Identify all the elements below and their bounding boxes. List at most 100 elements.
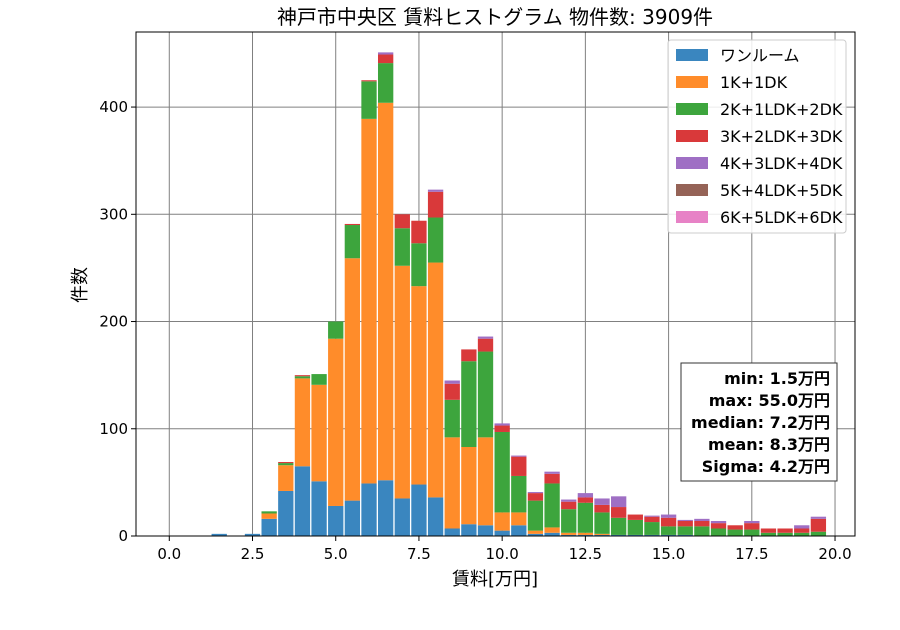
- bar-segment: [461, 524, 477, 536]
- stats-line: min: 1.5万円: [724, 369, 830, 388]
- bar-segment: [744, 523, 760, 530]
- bar-segment: [577, 502, 594, 533]
- bar-segment: [611, 517, 627, 535]
- bar-segment: [577, 534, 594, 536]
- bar-segment: [444, 380, 460, 384]
- bar-segment: [644, 522, 660, 535]
- bar-segment: [411, 484, 427, 536]
- x-tick-label: 0.0: [157, 545, 181, 563]
- x-tick-label: 12.5: [569, 545, 602, 563]
- bar-segment: [677, 534, 693, 536]
- bar-segment: [344, 225, 361, 259]
- bar-segment: [294, 376, 311, 379]
- bar-segment: [594, 504, 610, 513]
- bar-segment: [677, 519, 693, 521]
- bar-segment: [344, 223, 361, 226]
- bar-segment: [561, 501, 577, 510]
- legend-swatch: [676, 49, 708, 61]
- chart-title: 神戸市中央区 賃料ヒストグラム 物件数: 3909件: [277, 5, 713, 29]
- bar-segment: [710, 523, 727, 529]
- bar-segment: [511, 456, 527, 476]
- bar-segment: [577, 493, 594, 498]
- stats-box-frame: [680, 362, 838, 482]
- bar-segment: [677, 526, 693, 535]
- bar-segment: [694, 520, 710, 527]
- bar-segment: [278, 490, 294, 536]
- bar-segment: [794, 528, 810, 533]
- bar-segment: [494, 431, 510, 513]
- bar-segment: [511, 475, 527, 513]
- stats-line: mean: 8.3万円: [708, 435, 830, 454]
- bar-segment: [427, 191, 444, 218]
- bar-segment: [377, 54, 394, 64]
- bar-segment: [411, 286, 427, 485]
- bar-segment: [794, 532, 810, 536]
- bar-segment: [361, 80, 377, 82]
- bar-segment: [494, 423, 510, 426]
- bar-segment: [527, 493, 544, 501]
- bar-segment: [477, 351, 494, 438]
- bar-segment: [444, 383, 460, 400]
- bar-segment: [777, 528, 793, 533]
- bar-segment: [477, 437, 494, 526]
- bar-segment: [511, 512, 527, 526]
- bar-segment: [511, 525, 527, 536]
- bar-segment: [294, 466, 311, 536]
- x-tick-label: 17.5: [735, 545, 768, 563]
- y-tick-label: 400: [99, 98, 128, 116]
- stats-box: min: 1.5万円 max: 55.0万円 median: 7.2万円 mean: …: [680, 362, 838, 482]
- bar-segment: [311, 374, 327, 385]
- bar-segment: [594, 533, 610, 535]
- bar-segment: [344, 500, 361, 536]
- bar-segment: [644, 516, 660, 523]
- bar-segment: [427, 189, 444, 192]
- bar-segment: [461, 349, 477, 362]
- bar-segment: [527, 533, 544, 536]
- y-axis-ticks: 0 100 200 300 400: [99, 98, 136, 545]
- bar-segment: [710, 520, 727, 524]
- bar-segment: [627, 514, 643, 520]
- bar-segment: [561, 534, 577, 536]
- bar-segment: [577, 497, 594, 503]
- bar-segment: [328, 321, 344, 339]
- bar-segment: [261, 513, 277, 519]
- stats-line: Sigma: 4.2万円: [702, 457, 830, 476]
- legend-swatch: [676, 211, 708, 223]
- bar-segment: [627, 519, 643, 535]
- bar-segment: [644, 515, 660, 517]
- bar-segment: [694, 526, 710, 536]
- bar-segment: [544, 471, 560, 474]
- bar-segment: [328, 338, 344, 506]
- bar-segment: [411, 243, 427, 287]
- bar-segment: [810, 518, 827, 532]
- bar-segment: [427, 262, 444, 498]
- x-tick-label: 20.0: [818, 545, 851, 563]
- bar-segment: [377, 52, 394, 55]
- bar-segment: [810, 516, 827, 519]
- legend-label: ワンルーム: [720, 46, 800, 65]
- bar-segment: [278, 463, 294, 466]
- bar-segment: [461, 361, 477, 447]
- bar-segment: [394, 214, 410, 229]
- bar-segment: [477, 336, 494, 339]
- bar-segment: [694, 518, 710, 521]
- stats-line: max: 55.0万円: [709, 391, 830, 410]
- bar-segment: [511, 455, 527, 457]
- y-tick-label: 300: [99, 205, 128, 223]
- bar-segment: [278, 465, 294, 491]
- bar-segment: [494, 512, 510, 531]
- bar-segment: [444, 528, 460, 536]
- bar-segment: [444, 399, 460, 438]
- legend-label: 5K+4LDK+5DK: [720, 181, 843, 200]
- bar-segment: [294, 375, 311, 377]
- bar-segment: [361, 81, 377, 119]
- bar-segment: [261, 518, 277, 536]
- bar-segment: [477, 525, 494, 536]
- bar-segment: [710, 528, 727, 536]
- y-tick-label: 0: [118, 527, 128, 545]
- bar-segment: [794, 525, 810, 529]
- legend-label: 4K+3LDK+4DK: [720, 154, 843, 173]
- legend-swatch: [676, 103, 708, 115]
- bar-segment: [544, 473, 560, 484]
- bar-segment: [561, 509, 577, 533]
